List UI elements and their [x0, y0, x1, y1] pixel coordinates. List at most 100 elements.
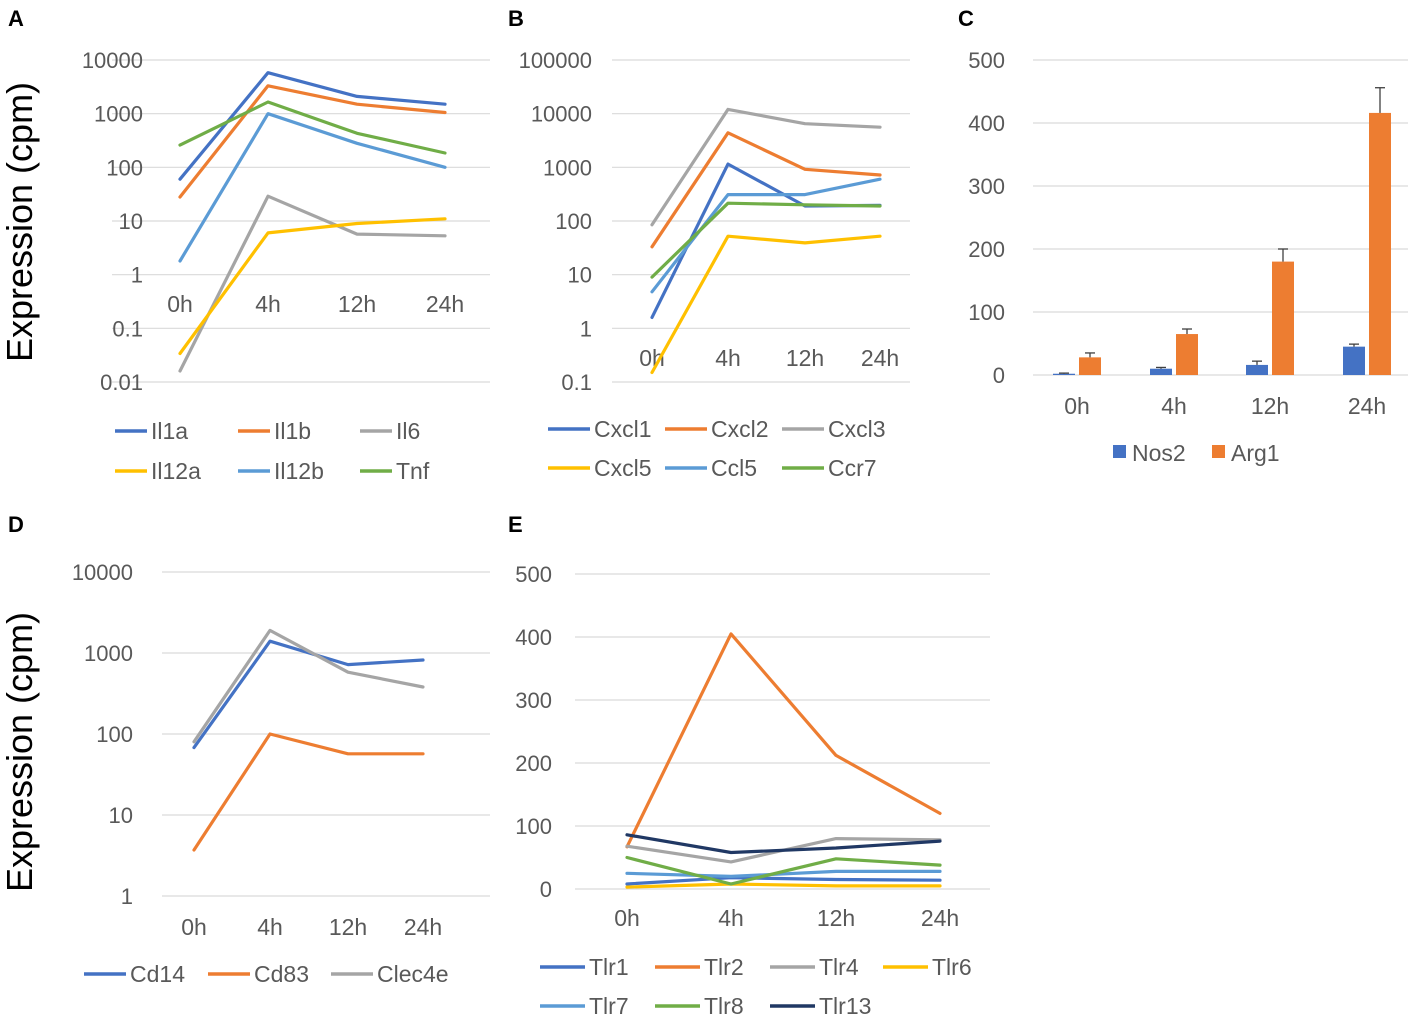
- y-tick-label: 10000: [531, 102, 592, 127]
- bar-nos2-0h: [1053, 373, 1075, 375]
- y-tick-label: 100: [555, 209, 592, 234]
- y-tick-label: 400: [515, 625, 552, 650]
- legend-label-il1a: Il1a: [151, 418, 188, 444]
- y-tick-label: 200: [515, 751, 552, 776]
- y-tick-label: 0.1: [561, 370, 592, 395]
- series-line-ccr7: [650, 201, 882, 279]
- x-category-label: 4h: [257, 914, 283, 940]
- x-category-label: 4h: [1161, 393, 1187, 419]
- series-line-tlr2: [625, 632, 942, 849]
- series-line-cd14: [192, 639, 425, 750]
- legend-label-cxcl2: Cxcl2: [711, 416, 769, 442]
- y-tick-label: 300: [515, 688, 552, 713]
- x-category-label: 12h: [1251, 393, 1289, 419]
- y-tick-label: 1: [131, 263, 143, 288]
- bar-arg1-4h: [1176, 334, 1198, 375]
- series-line-tlr6: [625, 882, 942, 889]
- legend-swatch-arg1: [1212, 445, 1225, 458]
- y-tick-label: 100: [106, 155, 143, 180]
- legend-label-il12a: Il12a: [151, 458, 201, 484]
- legend-label-cd83: Cd83: [254, 961, 309, 987]
- y-tick-label: 1: [580, 316, 592, 341]
- legend-label-tlr2: Tlr2: [704, 954, 744, 980]
- y-tick-label: 100: [515, 814, 552, 839]
- x-category-label: 0h: [1064, 393, 1090, 419]
- x-category-label: 12h: [817, 905, 855, 931]
- x-category-label: 24h: [861, 345, 899, 371]
- y-tick-label: 100: [968, 300, 1005, 325]
- legend-label-cxcl1: Cxcl1: [594, 416, 652, 442]
- legend-label-cd14: Cd14: [130, 961, 185, 987]
- legend-label-tlr4: Tlr4: [819, 954, 859, 980]
- series-line-il1a: [178, 71, 447, 181]
- panel-letter-c: C: [958, 6, 974, 31]
- x-category-label: 4h: [255, 291, 281, 317]
- x-category-label: 24h: [404, 914, 442, 940]
- x-category-label: 4h: [718, 905, 744, 931]
- legend-label-cxcl5: Cxcl5: [594, 455, 652, 481]
- y-tick-label: 10: [119, 209, 143, 234]
- y-tick-label: 0: [540, 877, 552, 902]
- y-tick-label: 0.1: [112, 316, 143, 341]
- series-line-il12b: [178, 112, 447, 263]
- legend-swatch-nos2: [1113, 445, 1126, 458]
- legend-label-cxcl3: Cxcl3: [828, 416, 886, 442]
- y-tick-label: 1000: [94, 102, 143, 127]
- legend-label-il12b: Il12b: [274, 458, 324, 484]
- legend-label-il6: Il6: [396, 418, 420, 444]
- y-tick-label: 10000: [72, 560, 133, 585]
- y-tick-label: 1: [121, 884, 133, 909]
- bar-nos2-12h: [1246, 364, 1268, 375]
- y-tick-label: 500: [968, 48, 1005, 73]
- y-tick-label: 100: [96, 722, 133, 747]
- x-category-label: 0h: [181, 914, 207, 940]
- legend-label-ccl5: Ccl5: [711, 455, 757, 481]
- panel-c: C 0 100 200 300 400 500 0h 4h 12h 24h Nos2 Arg1: [958, 6, 1408, 466]
- y-tick-label: 300: [968, 174, 1005, 199]
- series-line-clec4e: [192, 628, 425, 744]
- legend-label-tlr8: Tlr8: [704, 993, 744, 1015]
- legend-label-tnf: Tnf: [396, 458, 430, 484]
- x-category-label: 4h: [715, 345, 741, 371]
- bar-arg1-12h: [1272, 261, 1294, 375]
- y-tick-label: 500: [515, 562, 552, 587]
- x-category-label: 24h: [1348, 393, 1386, 419]
- panel-letter-b: B: [508, 6, 524, 31]
- x-category-label: 12h: [338, 291, 376, 317]
- bar-nos2-4h: [1150, 368, 1172, 375]
- panel-letter-e: E: [508, 512, 523, 537]
- legend-label-il1b: Il1b: [274, 418, 311, 444]
- panel-e: E 0 100 200 300 400 500 0h 4h 12h 24h Tlr1 Tlr2 Tlr…: [508, 512, 990, 1015]
- legend-label-tlr13: Tlr13: [819, 993, 871, 1015]
- y-axis-label-top: Expression (cpm): [0, 82, 40, 362]
- panel-letter-d: D: [8, 512, 24, 537]
- legend-label-clec4e: Clec4e: [377, 961, 449, 987]
- y-tick-label: 0: [993, 363, 1005, 388]
- series-line-il12a: [178, 217, 447, 356]
- x-category-label: 12h: [786, 345, 824, 371]
- x-category-label: 24h: [921, 905, 959, 931]
- legend-label-nos2: Nos2: [1132, 440, 1186, 466]
- y-tick-label: 1000: [84, 641, 133, 666]
- series-line-cxcl3: [650, 107, 882, 227]
- panel-a: A 0.01 0.1 1 10 100 1000 10000 0h 4h 12h 24h Il1a I…: [8, 6, 490, 484]
- x-category-label: 0h: [614, 905, 640, 931]
- series-line-tlr7: [625, 869, 942, 879]
- series-line-cd83: [192, 732, 425, 852]
- panel-letter-a: A: [8, 6, 24, 31]
- x-category-label: 0h: [167, 291, 193, 317]
- y-tick-label: 10: [568, 263, 592, 288]
- y-tick-label: 0.01: [100, 370, 143, 395]
- y-tick-label: 1000: [543, 155, 592, 180]
- series-line-tnf: [178, 100, 447, 155]
- y-tick-label: 10: [109, 803, 133, 828]
- legend-label-ccr7: Ccr7: [828, 455, 877, 481]
- series-line-il6: [178, 194, 447, 373]
- y-tick-label: 100000: [519, 48, 592, 73]
- legend-label-tlr1: Tlr1: [589, 954, 629, 980]
- y-axis-label-bottom: Expression (cpm): [0, 612, 40, 892]
- y-tick-label: 200: [968, 237, 1005, 262]
- series-line-cxcl2: [650, 131, 882, 249]
- series-line-tlr8: [625, 855, 942, 886]
